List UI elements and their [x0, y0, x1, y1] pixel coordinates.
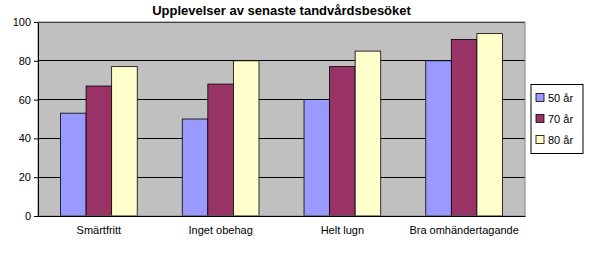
bar [355, 51, 381, 216]
y-tick-label: 20 [19, 171, 31, 183]
y-tick-mark [34, 216, 38, 217]
plot: 0 20 40 60 80 100 Smärtfritt Inget obehag Helt l… [13, 16, 526, 236]
legend-swatch [536, 94, 544, 102]
y-tick: 20 [19, 171, 38, 183]
x-tick-label: Bra omhändertagande [409, 224, 518, 236]
bar [112, 67, 138, 216]
bars [61, 34, 503, 216]
y-axis: 0 20 40 60 80 100 [13, 16, 39, 222]
y-tick-mark [34, 177, 38, 178]
x-tick-label: Helt lugn [321, 224, 364, 236]
plot-frame [38, 22, 525, 216]
bar [304, 100, 330, 216]
y-tick-label: 100 [13, 16, 31, 28]
y-tick-mark [34, 61, 38, 62]
x-tick: Inget obehag [189, 216, 253, 236]
plot-background [38, 22, 525, 216]
bar [182, 119, 208, 216]
legend-label: 50 år [548, 92, 573, 104]
grid [38, 22, 525, 216]
y-tick-mark [34, 138, 38, 139]
legend-box [531, 85, 583, 154]
bar [61, 113, 87, 216]
legend-label: 70 år [548, 113, 573, 125]
x-axis: Smärtfritt Inget obehag Helt lugn Bra omhän… [39, 216, 526, 236]
x-tick-label: Inget obehag [189, 224, 253, 236]
x-tick: Bra omhändertagande [409, 216, 518, 236]
y-tick-label: 0 [25, 210, 31, 222]
legend-swatch [536, 115, 544, 123]
x-tick: Smärtfritt [77, 216, 122, 236]
y-tick: 40 [19, 132, 38, 144]
y-axis-line [38, 23, 39, 217]
bar [86, 86, 112, 216]
y-tick-label: 40 [19, 132, 31, 144]
y-tick: 100 [13, 16, 38, 28]
y-tick-label: 80 [19, 55, 31, 67]
bar [208, 84, 234, 216]
x-tick-label: Smärtfritt [77, 224, 122, 236]
title: Upplevelser av senaste tandvårdsbesöket [152, 3, 411, 18]
bar [330, 67, 356, 216]
bar [426, 61, 452, 216]
y-tick-mark [34, 22, 38, 23]
legend-swatch [536, 136, 544, 144]
bar [451, 39, 477, 216]
y-tick-mark [34, 100, 38, 101]
y-tick: 80 [19, 55, 38, 67]
y-tick: 60 [19, 94, 38, 106]
legend-label: 80 år [548, 134, 573, 146]
y-tick: 0 [25, 210, 38, 222]
x-axis-line [39, 216, 526, 217]
x-tick: Helt lugn [321, 216, 364, 236]
chart: Upplevelser av senaste tandvårdsbesöket 0… [0, 0, 591, 270]
bar [233, 61, 259, 216]
y-tick-label: 60 [19, 94, 31, 106]
legend: 50 år 70 år 80 år [531, 85, 583, 154]
bar [477, 34, 503, 216]
